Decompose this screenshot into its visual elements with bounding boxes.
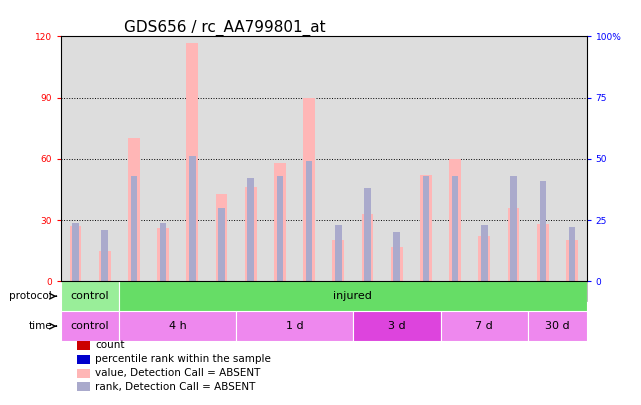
FancyBboxPatch shape [382,281,412,301]
Text: 7 d: 7 d [476,321,493,331]
Bar [157,228,169,281]
Bar [353,311,440,341]
Bar [70,226,81,281]
FancyBboxPatch shape [61,281,90,301]
Bar [119,281,587,311]
Bar [452,176,458,281]
Bar [540,181,546,281]
FancyBboxPatch shape [412,281,440,301]
Bar [215,194,228,281]
FancyBboxPatch shape [528,281,557,301]
Text: 4 h: 4 h [169,321,187,331]
FancyBboxPatch shape [557,281,587,301]
FancyBboxPatch shape [324,281,353,301]
Text: value, Detection Call = ABSENT: value, Detection Call = ABSENT [95,368,260,378]
Bar [274,163,286,281]
Bar [77,382,90,391]
Bar [189,156,196,281]
FancyBboxPatch shape [440,281,470,301]
Bar [119,311,236,341]
Bar [362,214,373,281]
Bar [160,222,166,281]
Bar [247,179,254,281]
Bar [236,311,353,341]
FancyBboxPatch shape [265,281,294,301]
Bar [99,251,110,281]
Bar [528,311,587,341]
Bar [420,175,432,281]
Bar [128,139,140,281]
Bar [364,188,370,281]
FancyBboxPatch shape [119,281,149,301]
Bar [335,225,342,281]
Text: time: time [28,321,52,331]
Bar [481,225,488,281]
Bar [566,241,578,281]
Bar [101,230,108,281]
Bar [422,176,429,281]
Bar [131,176,137,281]
Bar [440,311,528,341]
Bar [77,355,90,364]
FancyBboxPatch shape [353,281,382,301]
Text: 1 d: 1 d [286,321,303,331]
Bar [77,341,90,350]
Bar [569,227,575,281]
Bar [61,311,119,341]
Bar [219,208,225,281]
Text: protocol: protocol [10,291,52,301]
Bar [303,98,315,281]
Bar [77,369,90,377]
FancyBboxPatch shape [178,281,207,301]
FancyBboxPatch shape [236,281,265,301]
Bar [391,247,403,281]
Text: rank, Detection Call = ABSENT: rank, Detection Call = ABSENT [95,382,255,392]
Text: control: control [71,321,110,331]
Bar [187,43,198,281]
Bar [508,208,519,281]
Bar [333,241,344,281]
FancyBboxPatch shape [294,281,324,301]
Text: control: control [71,291,110,301]
FancyBboxPatch shape [149,281,178,301]
Bar [478,237,490,281]
Bar [245,188,256,281]
FancyBboxPatch shape [207,281,236,301]
Text: injured: injured [333,291,372,301]
Text: count: count [95,340,124,350]
Text: 3 d: 3 d [388,321,406,331]
FancyBboxPatch shape [90,281,119,301]
Bar [61,281,119,311]
Bar [72,222,79,281]
FancyBboxPatch shape [499,281,528,301]
Bar [537,224,549,281]
Bar [510,176,517,281]
Bar [449,159,461,281]
Bar [394,232,400,281]
Text: percentile rank within the sample: percentile rank within the sample [95,354,271,364]
Bar [277,176,283,281]
Bar [306,161,312,281]
Text: GDS656 / rc_AA799801_at: GDS656 / rc_AA799801_at [124,20,326,36]
FancyBboxPatch shape [470,281,499,301]
Text: 30 d: 30 d [545,321,570,331]
